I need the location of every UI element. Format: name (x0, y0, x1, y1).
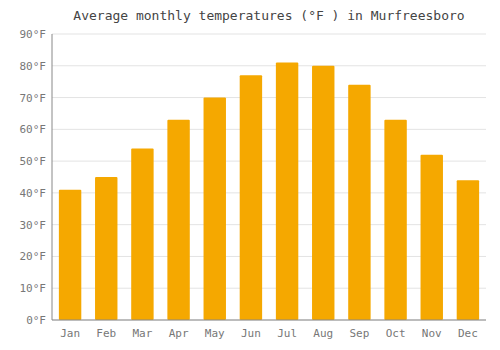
grid-line (52, 320, 486, 321)
y-tick-label: 80°F (20, 60, 47, 73)
y-axis-ticks: 0°F 10°F 20°F 30°F 40°F 50°F 60°F 70°F 80°F 90°F (20, 28, 47, 327)
x-axis-line (52, 320, 486, 321)
y-tick-label: 30°F (20, 219, 47, 232)
bar (95, 177, 117, 320)
bar (384, 120, 406, 320)
x-tick-label: Sep (349, 327, 369, 340)
bar (204, 98, 226, 320)
bar (276, 63, 298, 320)
x-tick-label: Nov (422, 327, 442, 340)
bar (240, 75, 262, 320)
y-tick-label: 50°F (20, 155, 47, 168)
bar (457, 180, 479, 320)
x-tick-label: Jun (241, 327, 261, 340)
x-tick-label: Dec (458, 327, 478, 340)
y-tick-label: 10°F (20, 282, 47, 295)
chart-root: Average monthly temperatures (°F ) in Mu… (0, 0, 500, 350)
y-tick-label: 0°F (26, 314, 46, 327)
y-tick-label: 70°F (20, 92, 47, 105)
bar (167, 120, 189, 320)
bar (131, 148, 153, 320)
x-tick-label: Oct (386, 327, 406, 340)
chart: Average monthly temperatures (°F ) in Mu… (0, 0, 500, 350)
bar (59, 190, 81, 320)
x-axis-ticks: Jan Feb Mar Apr May Jun Jul Aug Sep Oct Nov Dec (60, 327, 478, 340)
grid-line (52, 97, 486, 98)
y-tick-label: 20°F (20, 250, 47, 263)
x-tick-label: Apr (169, 327, 189, 340)
bar (348, 85, 370, 320)
bars (59, 63, 479, 320)
x-tick-label: Aug (313, 327, 333, 340)
y-tick-label: 60°F (20, 123, 47, 136)
y-axis-line (52, 34, 53, 320)
y-tick-label: 40°F (20, 187, 47, 200)
y-tick-label: 90°F (20, 28, 47, 41)
x-tick-label: Jul (277, 327, 297, 340)
grid-line (52, 129, 486, 130)
x-tick-label: Feb (96, 327, 116, 340)
grid-line (52, 34, 486, 35)
x-tick-label: May (205, 327, 225, 340)
title: Average monthly temperatures (°F ) in Mu… (73, 8, 464, 23)
x-tick-label: Jan (60, 327, 80, 340)
x-tick-label: Mar (132, 327, 152, 340)
bar (312, 66, 334, 320)
bar (421, 155, 443, 320)
grid (52, 34, 486, 320)
grid-line (52, 65, 486, 66)
